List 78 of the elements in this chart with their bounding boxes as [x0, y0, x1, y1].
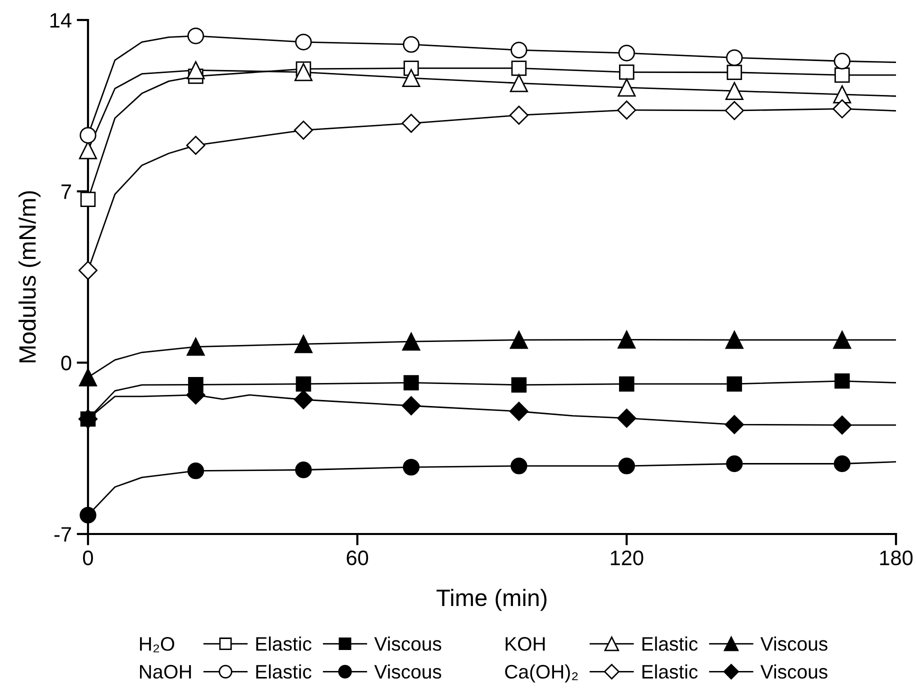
- point: [834, 373, 850, 389]
- point: [834, 455, 850, 472]
- x-axis-title: Time (min): [436, 588, 546, 611]
- point: [725, 82, 744, 100]
- point: [618, 44, 635, 62]
- legend-label: Elastic: [642, 636, 698, 651]
- point: [832, 416, 852, 435]
- point: [80, 506, 96, 524]
- point: [80, 126, 96, 144]
- point: [726, 455, 743, 472]
- point: [402, 36, 420, 53]
- point: [726, 376, 742, 392]
- point: [402, 396, 421, 416]
- point: [511, 60, 527, 76]
- point: [187, 462, 204, 480]
- text: NaOH: [140, 664, 191, 679]
- point: [510, 330, 528, 349]
- point: [186, 136, 206, 155]
- point: [295, 462, 312, 478]
- point: [402, 458, 420, 476]
- point: [294, 63, 312, 82]
- point: [78, 141, 98, 160]
- legend-label: Elastic: [256, 664, 312, 679]
- point: [726, 49, 743, 66]
- point: [296, 376, 312, 392]
- legend-label: Viscous: [760, 636, 828, 651]
- point: [402, 332, 420, 351]
- point: [402, 114, 421, 133]
- point: [509, 106, 528, 125]
- y-tick-label: -7: [54, 527, 71, 542]
- text: Ca(OH)₂: [505, 664, 578, 682]
- x-tick-label: 120: [610, 550, 644, 566]
- legend-label: Viscous: [374, 664, 442, 679]
- point: [619, 376, 634, 392]
- point: [510, 42, 528, 58]
- point: [725, 330, 744, 349]
- legend-label: Viscous: [760, 664, 828, 679]
- x-tick-label: 180: [880, 550, 913, 566]
- point: [510, 458, 528, 474]
- text: KOH: [506, 637, 545, 651]
- point: [187, 28, 204, 44]
- point: [724, 101, 744, 120]
- point: [294, 335, 312, 354]
- point: [833, 330, 852, 349]
- point: [617, 408, 636, 428]
- point: [80, 192, 96, 208]
- point: [186, 338, 205, 356]
- x-tick-label: 0: [83, 550, 93, 566]
- point: [834, 67, 850, 83]
- point: [618, 458, 635, 474]
- point: [726, 64, 742, 80]
- point: [619, 64, 634, 80]
- point: [78, 368, 98, 386]
- point: [294, 120, 313, 140]
- legend-label: Elastic: [642, 664, 698, 679]
- point: [832, 99, 852, 118]
- legend-label: Viscous: [374, 636, 442, 651]
- point: [618, 78, 636, 97]
- y-tick-label: 7: [62, 184, 71, 199]
- point: [618, 330, 636, 349]
- point: [834, 52, 850, 70]
- legend-label: Elastic: [256, 636, 312, 651]
- y-tick-label: 0: [61, 356, 72, 370]
- point: [510, 74, 528, 92]
- point: [78, 260, 98, 280]
- point: [404, 375, 419, 390]
- point: [402, 68, 420, 88]
- y-tick-label: 14: [50, 13, 72, 28]
- point: [509, 402, 528, 421]
- point: [724, 415, 744, 434]
- text: H₂O: [140, 637, 174, 652]
- point: [294, 390, 313, 410]
- point: [295, 34, 312, 50]
- point: [617, 100, 636, 120]
- y-axis-title: Modulus (mN/m): [18, 191, 41, 362]
- point: [511, 377, 527, 393]
- point: [186, 61, 205, 80]
- x-tick-label: 60: [346, 550, 368, 566]
